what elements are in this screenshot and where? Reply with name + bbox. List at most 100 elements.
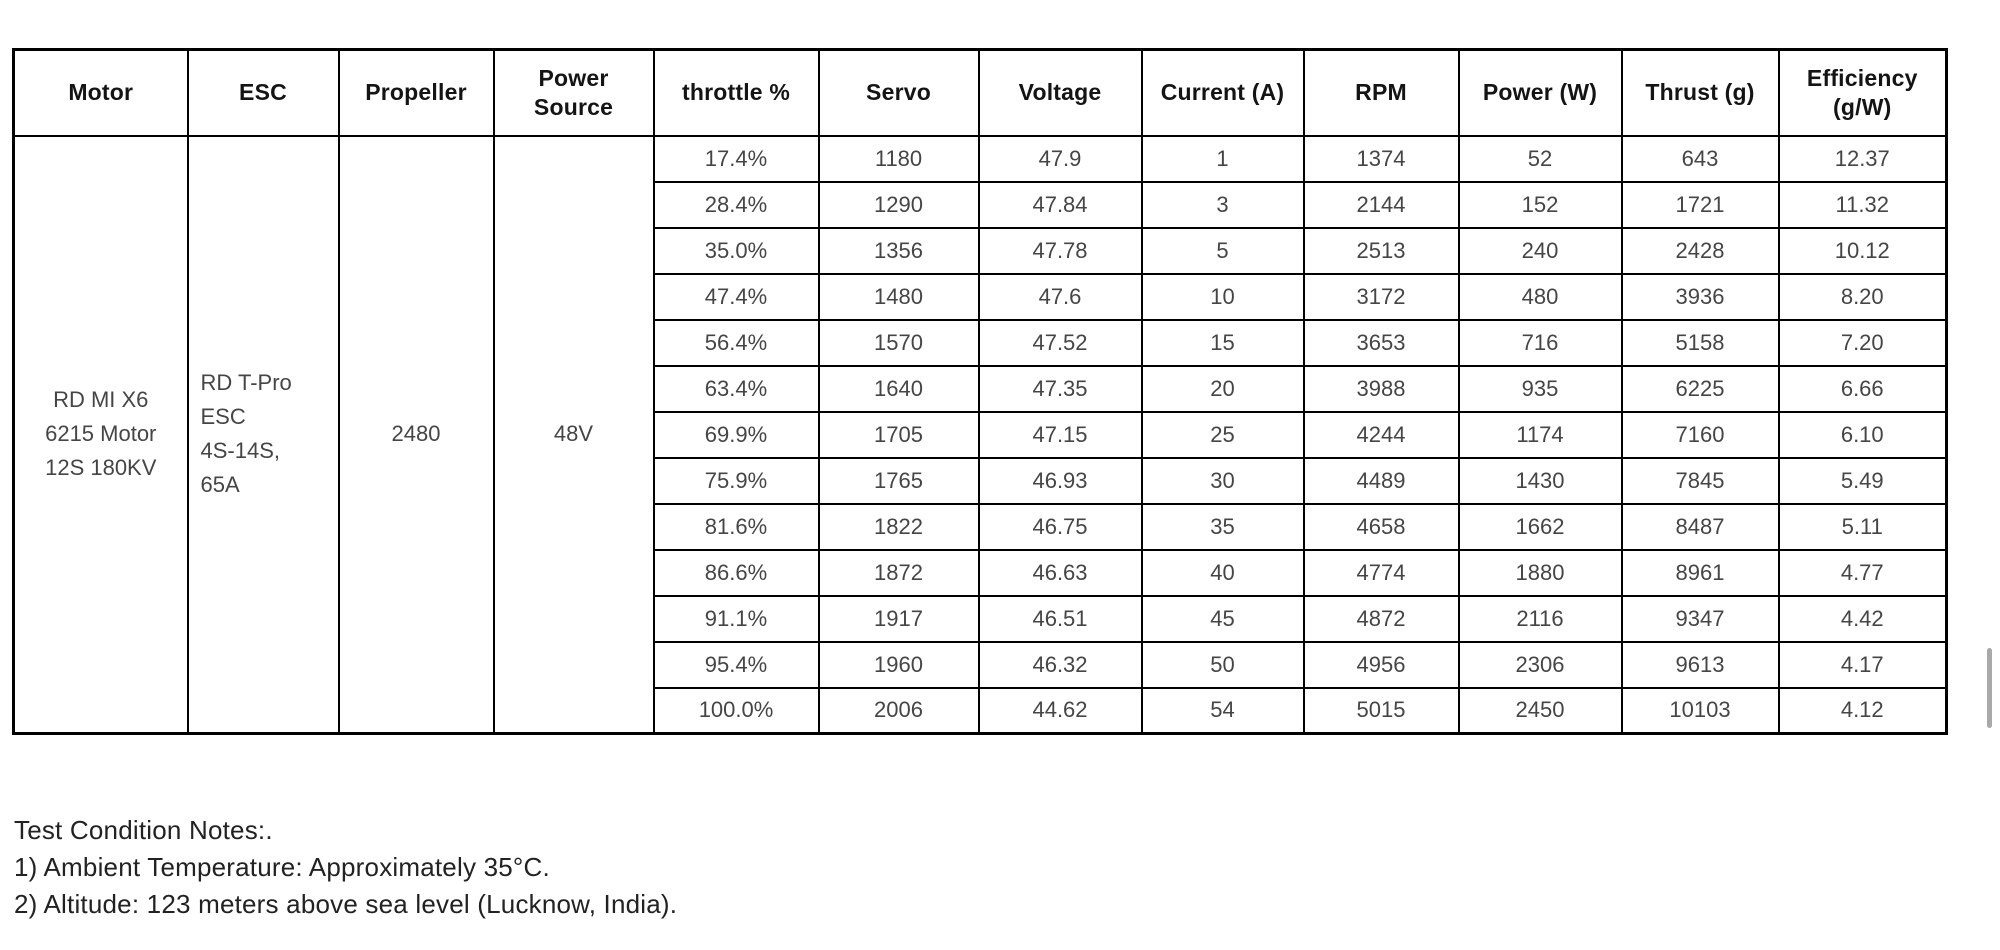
cell-rpm: 4244 — [1302, 410, 1460, 459]
cell-servo: 1917 — [817, 594, 980, 643]
cell-servo: 1180 — [817, 134, 980, 183]
cell-voltage: 46.51 — [977, 594, 1143, 643]
cell-power: 2116 — [1457, 594, 1623, 643]
cell-rpm: 4489 — [1302, 456, 1460, 505]
cell-throttle: 35.0% — [652, 226, 820, 275]
cell-voltage: 47.84 — [977, 180, 1143, 229]
cell-efficiency: 4.42 — [1777, 594, 1948, 643]
cell-rpm: 3172 — [1302, 272, 1460, 321]
column-header-propeller: Propeller — [337, 48, 495, 137]
cell-voltage: 46.93 — [977, 456, 1143, 505]
table-row: 95.4% 1960 46.32 50 4956 2306 9613 4.17 — [14, 640, 1948, 689]
cell-efficiency: 10.12 — [1777, 226, 1948, 275]
cell-efficiency: 12.37 — [1777, 134, 1948, 183]
cell-power: 480 — [1457, 272, 1623, 321]
cell-thrust: 8487 — [1620, 502, 1780, 551]
cell-voltage: 46.32 — [977, 640, 1143, 689]
cell-servo: 1570 — [817, 318, 980, 367]
cell-power: 1174 — [1457, 410, 1623, 459]
cell-power: 2306 — [1457, 640, 1623, 689]
cell-voltage: 47.6 — [977, 272, 1143, 321]
table-row: 100.0% 2006 44.62 54 5015 2450 10103 4.12 — [14, 686, 1948, 735]
column-header-power: Power (W) — [1457, 48, 1623, 137]
cell-power: 1430 — [1457, 456, 1623, 505]
column-header-motor: Motor — [12, 48, 189, 137]
cell-rpm: 3988 — [1302, 364, 1460, 413]
cell-throttle: 91.1% — [652, 594, 820, 643]
table-row: 28.4% 1290 47.84 3 2144 152 1721 11.32 — [14, 180, 1948, 229]
cell-rpm: 2513 — [1302, 226, 1460, 275]
cell-servo: 1640 — [817, 364, 980, 413]
cell-voltage: 46.75 — [977, 502, 1143, 551]
cell-current: 30 — [1140, 456, 1305, 505]
column-header-thrust: Thrust (g) — [1620, 48, 1780, 137]
cell-efficiency: 7.20 — [1777, 318, 1948, 367]
column-header-voltage: Voltage — [977, 48, 1143, 137]
cell-rpm: 4658 — [1302, 502, 1460, 551]
motor-test-table-container: Motor ESC Propeller Power Source throttle % S… — [12, 48, 1948, 735]
cell-servo: 1872 — [817, 548, 980, 597]
notes-title: Test Condition Notes:. — [14, 815, 273, 845]
cell-thrust: 7845 — [1620, 456, 1780, 505]
scrollbar-thumb[interactable] — [1987, 648, 1992, 728]
table-row: 56.4% 1570 47.52 15 3653 716 5158 7.20 — [14, 318, 1948, 367]
merged-cell-power-source: 48V — [492, 134, 655, 735]
table-row: 69.9% 1705 47.15 25 4244 1174 7160 6.10 — [14, 410, 1948, 459]
column-header-current: Current (A) — [1140, 48, 1305, 137]
cell-servo: 1356 — [817, 226, 980, 275]
column-header-rpm: RPM — [1302, 48, 1460, 137]
cell-throttle: 28.4% — [652, 180, 820, 229]
cell-thrust: 6225 — [1620, 364, 1780, 413]
table-row: 81.6% 1822 46.75 35 4658 1662 8487 5.11 — [14, 502, 1948, 551]
cell-efficiency: 11.32 — [1777, 180, 1948, 229]
table-row: 75.9% 1765 46.93 30 4489 1430 7845 5.49 — [14, 456, 1948, 505]
cell-efficiency: 4.12 — [1777, 686, 1948, 735]
cell-power: 240 — [1457, 226, 1623, 275]
cell-current: 15 — [1140, 318, 1305, 367]
cell-efficiency: 4.77 — [1777, 548, 1948, 597]
cell-throttle: 56.4% — [652, 318, 820, 367]
cell-rpm: 4774 — [1302, 548, 1460, 597]
cell-throttle: 81.6% — [652, 502, 820, 551]
motor-test-data-table: Motor ESC Propeller Power Source throttle % S… — [12, 48, 1948, 735]
cell-power: 52 — [1457, 134, 1623, 183]
cell-power: 152 — [1457, 180, 1623, 229]
cell-throttle: 100.0% — [652, 686, 820, 735]
table-row: 63.4% 1640 47.35 20 3988 935 6225 6.66 — [14, 364, 1948, 413]
cell-current: 1 — [1140, 134, 1305, 183]
cell-power: 1880 — [1457, 548, 1623, 597]
cell-efficiency: 5.49 — [1777, 456, 1948, 505]
cell-servo: 1290 — [817, 180, 980, 229]
cell-power: 716 — [1457, 318, 1623, 367]
cell-rpm: 3653 — [1302, 318, 1460, 367]
cell-power: 935 — [1457, 364, 1623, 413]
cell-thrust: 8961 — [1620, 548, 1780, 597]
cell-rpm: 5015 — [1302, 686, 1460, 735]
cell-efficiency: 6.66 — [1777, 364, 1948, 413]
cell-thrust: 9613 — [1620, 640, 1780, 689]
cell-current: 54 — [1140, 686, 1305, 735]
cell-thrust: 7160 — [1620, 410, 1780, 459]
cell-throttle: 75.9% — [652, 456, 820, 505]
cell-throttle: 69.9% — [652, 410, 820, 459]
cell-servo: 1960 — [817, 640, 980, 689]
cell-thrust: 3936 — [1620, 272, 1780, 321]
cell-current: 3 — [1140, 180, 1305, 229]
cell-efficiency: 6.10 — [1777, 410, 1948, 459]
cell-power: 1662 — [1457, 502, 1623, 551]
cell-thrust: 1721 — [1620, 180, 1780, 229]
cell-current: 20 — [1140, 364, 1305, 413]
cell-voltage: 47.52 — [977, 318, 1143, 367]
cell-current: 5 — [1140, 226, 1305, 275]
table-row: 91.1% 1917 46.51 45 4872 2116 9347 4.42 — [14, 594, 1948, 643]
cell-thrust: 10103 — [1620, 686, 1780, 735]
test-condition-notes: Test Condition Notes:. 1) Ambient Temper… — [14, 812, 677, 923]
cell-rpm: 4956 — [1302, 640, 1460, 689]
cell-rpm: 2144 — [1302, 180, 1460, 229]
table-row: 47.4% 1480 47.6 10 3172 480 3936 8.20 — [14, 272, 1948, 321]
cell-thrust: 5158 — [1620, 318, 1780, 367]
note-ambient-temperature: 1) Ambient Temperature: Approximately 35… — [14, 852, 550, 882]
cell-efficiency: 5.11 — [1777, 502, 1948, 551]
cell-current: 25 — [1140, 410, 1305, 459]
cell-thrust: 643 — [1620, 134, 1780, 183]
